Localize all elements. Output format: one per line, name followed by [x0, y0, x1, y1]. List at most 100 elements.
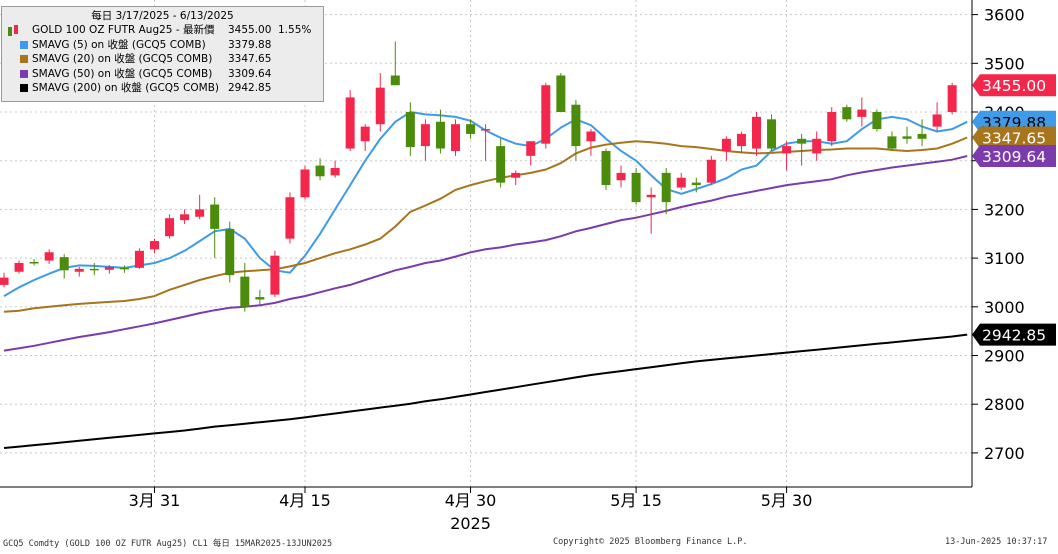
candle — [752, 112, 761, 156]
x-axis: 3月 31 4月 15 4月 30 5月 15 5月 30 2025 — [0, 486, 972, 533]
candle-body — [496, 146, 506, 183]
legend-change: 1.55% — [278, 24, 312, 36]
candle — [180, 209, 190, 225]
candle-body — [932, 114, 942, 127]
candle — [59, 254, 69, 279]
candle-body — [691, 182, 701, 186]
candle-body — [812, 138, 822, 154]
y-tick-label: 2900 — [984, 347, 1025, 366]
candle — [315, 158, 325, 181]
x-tick-label: 4月 30 — [445, 491, 497, 510]
candle-body — [300, 169, 310, 198]
candle — [586, 129, 596, 156]
price-tag-label: 3347.65 — [982, 130, 1046, 148]
price-tag-label: 2942.85 — [982, 327, 1046, 345]
candle-body — [556, 75, 566, 113]
candle — [676, 172, 686, 190]
candle-body — [89, 268, 99, 271]
candle-body — [752, 116, 761, 149]
candle — [390, 41, 400, 86]
candle — [150, 238, 159, 254]
y-tick-label: 2800 — [984, 395, 1025, 414]
candle-body — [360, 126, 370, 142]
candle — [255, 289, 265, 305]
candle — [797, 133, 807, 166]
candle — [857, 97, 867, 127]
candle-body — [435, 121, 445, 149]
price-tag-label: 3455.00 — [982, 77, 1046, 95]
candle-body — [571, 104, 581, 147]
year-label: 2025 — [450, 514, 491, 533]
candle-body — [676, 177, 686, 188]
candle — [225, 221, 235, 283]
candle — [571, 99, 581, 161]
candle-body — [150, 241, 159, 250]
color-swatch — [20, 69, 28, 78]
candle — [451, 119, 460, 156]
candle — [210, 197, 220, 259]
y-tick-label: 3500 — [984, 54, 1025, 73]
candle-body — [616, 172, 626, 181]
candle — [616, 165, 626, 188]
candle-body — [661, 172, 671, 203]
moving-average-lines — [3, 110, 968, 449]
candle — [706, 155, 716, 186]
legend-value: 3379.88 — [228, 38, 272, 51]
candle-body — [390, 75, 400, 86]
candle-body — [706, 159, 716, 183]
candle — [887, 131, 897, 151]
x-tick-label: 5月 15 — [610, 491, 662, 510]
candle — [29, 259, 39, 266]
price-tag: 3347.65 — [972, 126, 1056, 149]
candle-body — [511, 172, 521, 178]
candle-body — [586, 131, 596, 142]
price-tag: 3309.64 — [972, 145, 1056, 168]
candle — [526, 141, 536, 166]
price-tag-box — [972, 74, 1056, 97]
candle — [556, 73, 566, 113]
candle-body — [104, 266, 114, 270]
candle-body — [74, 268, 84, 272]
candle — [375, 73, 385, 132]
candle — [285, 192, 295, 244]
candle — [631, 168, 641, 205]
color-swatch — [20, 55, 28, 63]
candle — [14, 260, 24, 274]
candle-body — [44, 252, 54, 261]
candle-body — [330, 168, 340, 176]
candle — [420, 119, 430, 161]
candle-body — [872, 112, 882, 130]
candle-body — [481, 129, 491, 131]
candle-body — [180, 214, 190, 221]
legend: 每日 3/17/2025 - 6/13/2025 GOLD 100 OZ FUT… — [1, 6, 324, 102]
legend-value: 3347.65 — [228, 53, 272, 65]
candle — [165, 214, 175, 239]
candle-body — [285, 197, 295, 239]
candle — [405, 102, 415, 156]
footer-timestamp: 13-Jun-2025 10:37:17 — [945, 537, 1048, 547]
candle-body — [451, 124, 460, 151]
price-tag-label: 3309.64 — [982, 148, 1046, 166]
candle-body — [631, 172, 641, 203]
candle — [827, 107, 837, 147]
candle-body — [119, 267, 129, 270]
candle — [481, 124, 491, 161]
candle — [872, 109, 882, 132]
candle-body — [466, 124, 476, 134]
candle-body — [420, 124, 430, 147]
legend-value: 2942.85 — [228, 82, 272, 94]
candle-body — [887, 136, 897, 149]
color-swatch — [20, 40, 28, 49]
price-tag: 2942.85 — [972, 323, 1056, 346]
price-tag-box — [972, 323, 1056, 346]
legend-row: SMAVG (200) on 收盤 (GCQ5 COMB) 2942.85 — [2, 81, 323, 96]
legend-label: SMAVG (50) on 收盤 (GCQ5 COMB) — [32, 67, 213, 80]
candle-body — [601, 150, 611, 186]
price-tag-box — [972, 145, 1056, 168]
candle — [300, 165, 310, 200]
candle — [736, 131, 746, 154]
legend-title: 每日 3/17/2025 - 6/13/2025 — [91, 10, 234, 22]
candle-body — [315, 165, 325, 177]
